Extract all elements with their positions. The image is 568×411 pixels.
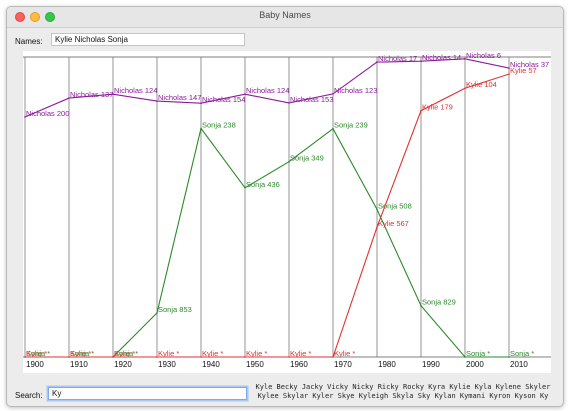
data-label-nicholas: Nicholas 37: [510, 60, 549, 69]
search-input[interactable]: Ky: [48, 387, 247, 400]
data-label-nicholas: Nicholas 137: [70, 90, 113, 99]
data-label-sonja: Sonja 436: [246, 180, 280, 189]
data-label-nicholas: Nicholas 124: [114, 86, 157, 95]
decade-label: 1960: [290, 360, 308, 369]
close-button[interactable]: [15, 12, 25, 22]
decade-label: 1920: [114, 360, 132, 369]
data-label-kylie: Kylie *: [26, 349, 47, 358]
data-point-kylie: [24, 356, 26, 358]
data-point-sonja: [376, 208, 378, 211]
data-point-nicholas: [376, 61, 378, 63]
data-point-sonja: [200, 127, 202, 130]
data-point-kylie: [112, 356, 114, 358]
data-label-kylie: Kylie *: [246, 349, 267, 358]
decade-label: 2000: [466, 360, 484, 369]
data-point-nicholas: [200, 102, 202, 104]
baby-names-chart: 1900 1910 1920 1930 1940 1950 1960 1970 1980 1990…: [23, 51, 551, 373]
data-point-nicholas: [332, 93, 334, 95]
data-point-nicholas: [156, 100, 158, 102]
decade-label: 1950: [246, 360, 264, 369]
data-label-nicholas: Nicholas 153: [290, 95, 333, 104]
data-label-nicholas: Nicholas 123: [334, 86, 377, 95]
data-label-kylie: Kylie *: [114, 349, 135, 358]
data-label-nicholas: Nicholas 124: [246, 86, 289, 95]
data-label-nicholas: Nicholas 14: [422, 53, 461, 62]
suggestion-line: Kylee Skylar Kyler Skye Kyleigh Skyla Sk…: [257, 392, 549, 400]
series-line-nicholas: [24, 58, 510, 118]
data-label-kylie: Kylie *: [70, 349, 91, 358]
data-point-kylie: [332, 356, 334, 358]
data-point-nicholas: [244, 93, 246, 95]
data-point-sonja: [156, 312, 158, 314]
data-point-nicholas: [508, 67, 510, 69]
decade-label: 1910: [70, 360, 88, 369]
decade-label: 1940: [202, 360, 220, 369]
data-label-sonja: Sonja *: [114, 349, 138, 358]
data-label-kylie: Kylie *: [158, 349, 179, 358]
data-point-sonja: [332, 127, 334, 130]
data-label-kylie: Kylie *: [334, 349, 355, 358]
data-label-nicholas: Nicholas 200: [26, 109, 69, 118]
data-point-kylie: [156, 356, 158, 358]
data-label-nicholas: Nicholas 147: [158, 93, 201, 102]
decade-label: 1900: [26, 360, 44, 369]
data-label-sonja: Sonja *: [26, 349, 50, 358]
decade-label: 1930: [158, 360, 176, 369]
data-label-kylie: Kylie 57: [510, 66, 537, 75]
data-point-kylie: [376, 226, 378, 228]
data-label-kylie: Kylie *: [202, 349, 223, 358]
data-point-sonja: [464, 356, 466, 358]
data-point-nicholas: [112, 93, 114, 95]
data-point-sonja: [420, 304, 422, 307]
data-point-nicholas: [68, 97, 70, 99]
title-bar: Baby Names: [7, 7, 563, 28]
data-label-sonja: Sonja 239: [334, 121, 368, 130]
minimize-button[interactable]: [30, 12, 40, 22]
names-label: Names:: [15, 37, 43, 46]
decade-label: 1990: [422, 360, 440, 369]
data-point-kylie: [508, 73, 510, 75]
window-title: Baby Names: [259, 10, 311, 20]
series-line-kylie: [25, 73, 510, 358]
data-point-nicholas: [24, 116, 26, 118]
data-label-kylie: Kylie *: [290, 349, 311, 358]
data-label-sonja: Sonja 853: [158, 305, 192, 314]
data-label-kylie: Kylie 567: [378, 219, 409, 228]
data-label-sonja: Sonja 238: [202, 120, 236, 129]
data-label-sonja: Sonja *: [466, 349, 490, 358]
data-label-sonja: Sonja 349: [290, 154, 324, 163]
data-point-sonja: [244, 187, 246, 189]
decade-label: 1980: [378, 360, 396, 369]
data-label-sonja: Sonja *: [70, 349, 94, 358]
data-point-kylie: [464, 87, 466, 89]
data-label-nicholas: Nicholas 17: [378, 54, 417, 63]
data-point-kylie: [244, 356, 246, 358]
data-label-sonja: Sonja *: [510, 349, 534, 358]
data-label-kylie: Kylie 179: [422, 103, 453, 112]
maximize-button[interactable]: [45, 12, 55, 22]
data-point-kylie: [420, 109, 422, 112]
data-label-sonja: Sonja 508: [378, 201, 412, 210]
decade-label: 1970: [334, 360, 352, 369]
data-label-nicholas: Nicholas 6: [466, 51, 501, 60]
data-label-sonja: Sonja 829: [422, 298, 456, 307]
series-line-sonja: [25, 127, 509, 358]
data-point-sonja: [288, 160, 290, 163]
data-point-kylie: [200, 356, 202, 358]
data-point-nicholas: [420, 60, 422, 62]
data-point-sonja: [508, 356, 510, 358]
data-point-nicholas: [464, 58, 466, 60]
search-label: Search:: [15, 391, 43, 400]
data-label-kylie: Kylie 104: [466, 80, 497, 89]
suggestion-line: Kyle Becky Jacky Vicky Nicky Ricky Rocky…: [255, 383, 551, 391]
data-point-kylie: [288, 356, 290, 358]
data-point-kylie: [68, 356, 70, 358]
search-suggestions: Kyle Becky Jacky Vicky Nicky Ricky Rocky…: [253, 383, 553, 401]
app-window: Baby Names Names: Kylie Nicholas Sonja 1…: [6, 6, 564, 407]
names-input[interactable]: Kylie Nicholas Sonja: [51, 33, 245, 46]
data-label-nicholas: Nicholas 154: [202, 95, 245, 104]
decade-label: 2010: [510, 360, 528, 369]
data-point-nicholas: [288, 102, 290, 104]
